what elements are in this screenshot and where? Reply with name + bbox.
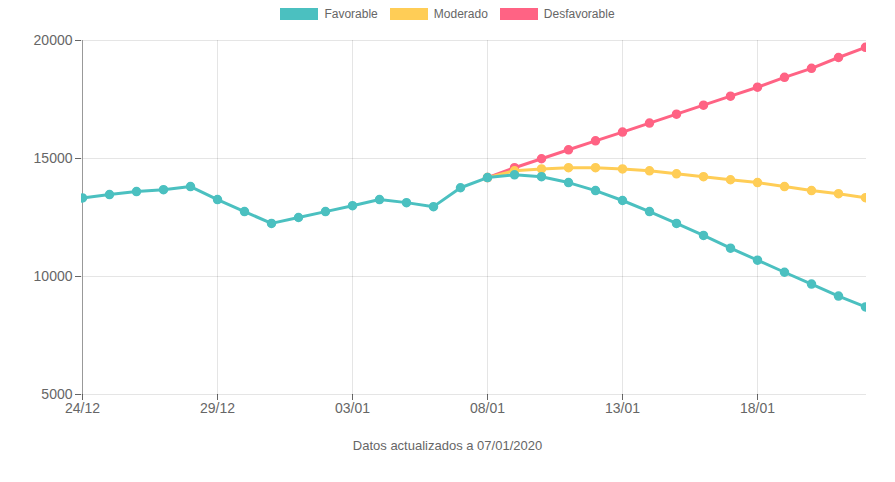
html-text:Desfavorable: Desfavorable [543, 7, 615, 21]
html-text:Datos actualizados a 07/01/202: Datos actualizados a 07/01/2020 [352, 438, 543, 453]
svg-text:20000: 20000 [34, 32, 73, 48]
svg-text:15000: 15000 [34, 150, 73, 166]
svg-text:18/01: 18/01 [740, 400, 775, 416]
svg-text:24/12: 24/12 [65, 400, 100, 416]
svg-text:13/01: 13/01 [605, 400, 640, 416]
html-text:Moderado: Moderado [433, 7, 488, 21]
svg-text:03/01: 03/01 [335, 400, 370, 416]
svg-text:5000: 5000 [41, 386, 73, 402]
svg-text:29/12: 29/12 [200, 400, 235, 416]
svg-text:08/01: 08/01 [470, 400, 505, 416]
html-text:Favorable: Favorable [324, 7, 378, 21]
svg-text:10000: 10000 [34, 268, 73, 284]
